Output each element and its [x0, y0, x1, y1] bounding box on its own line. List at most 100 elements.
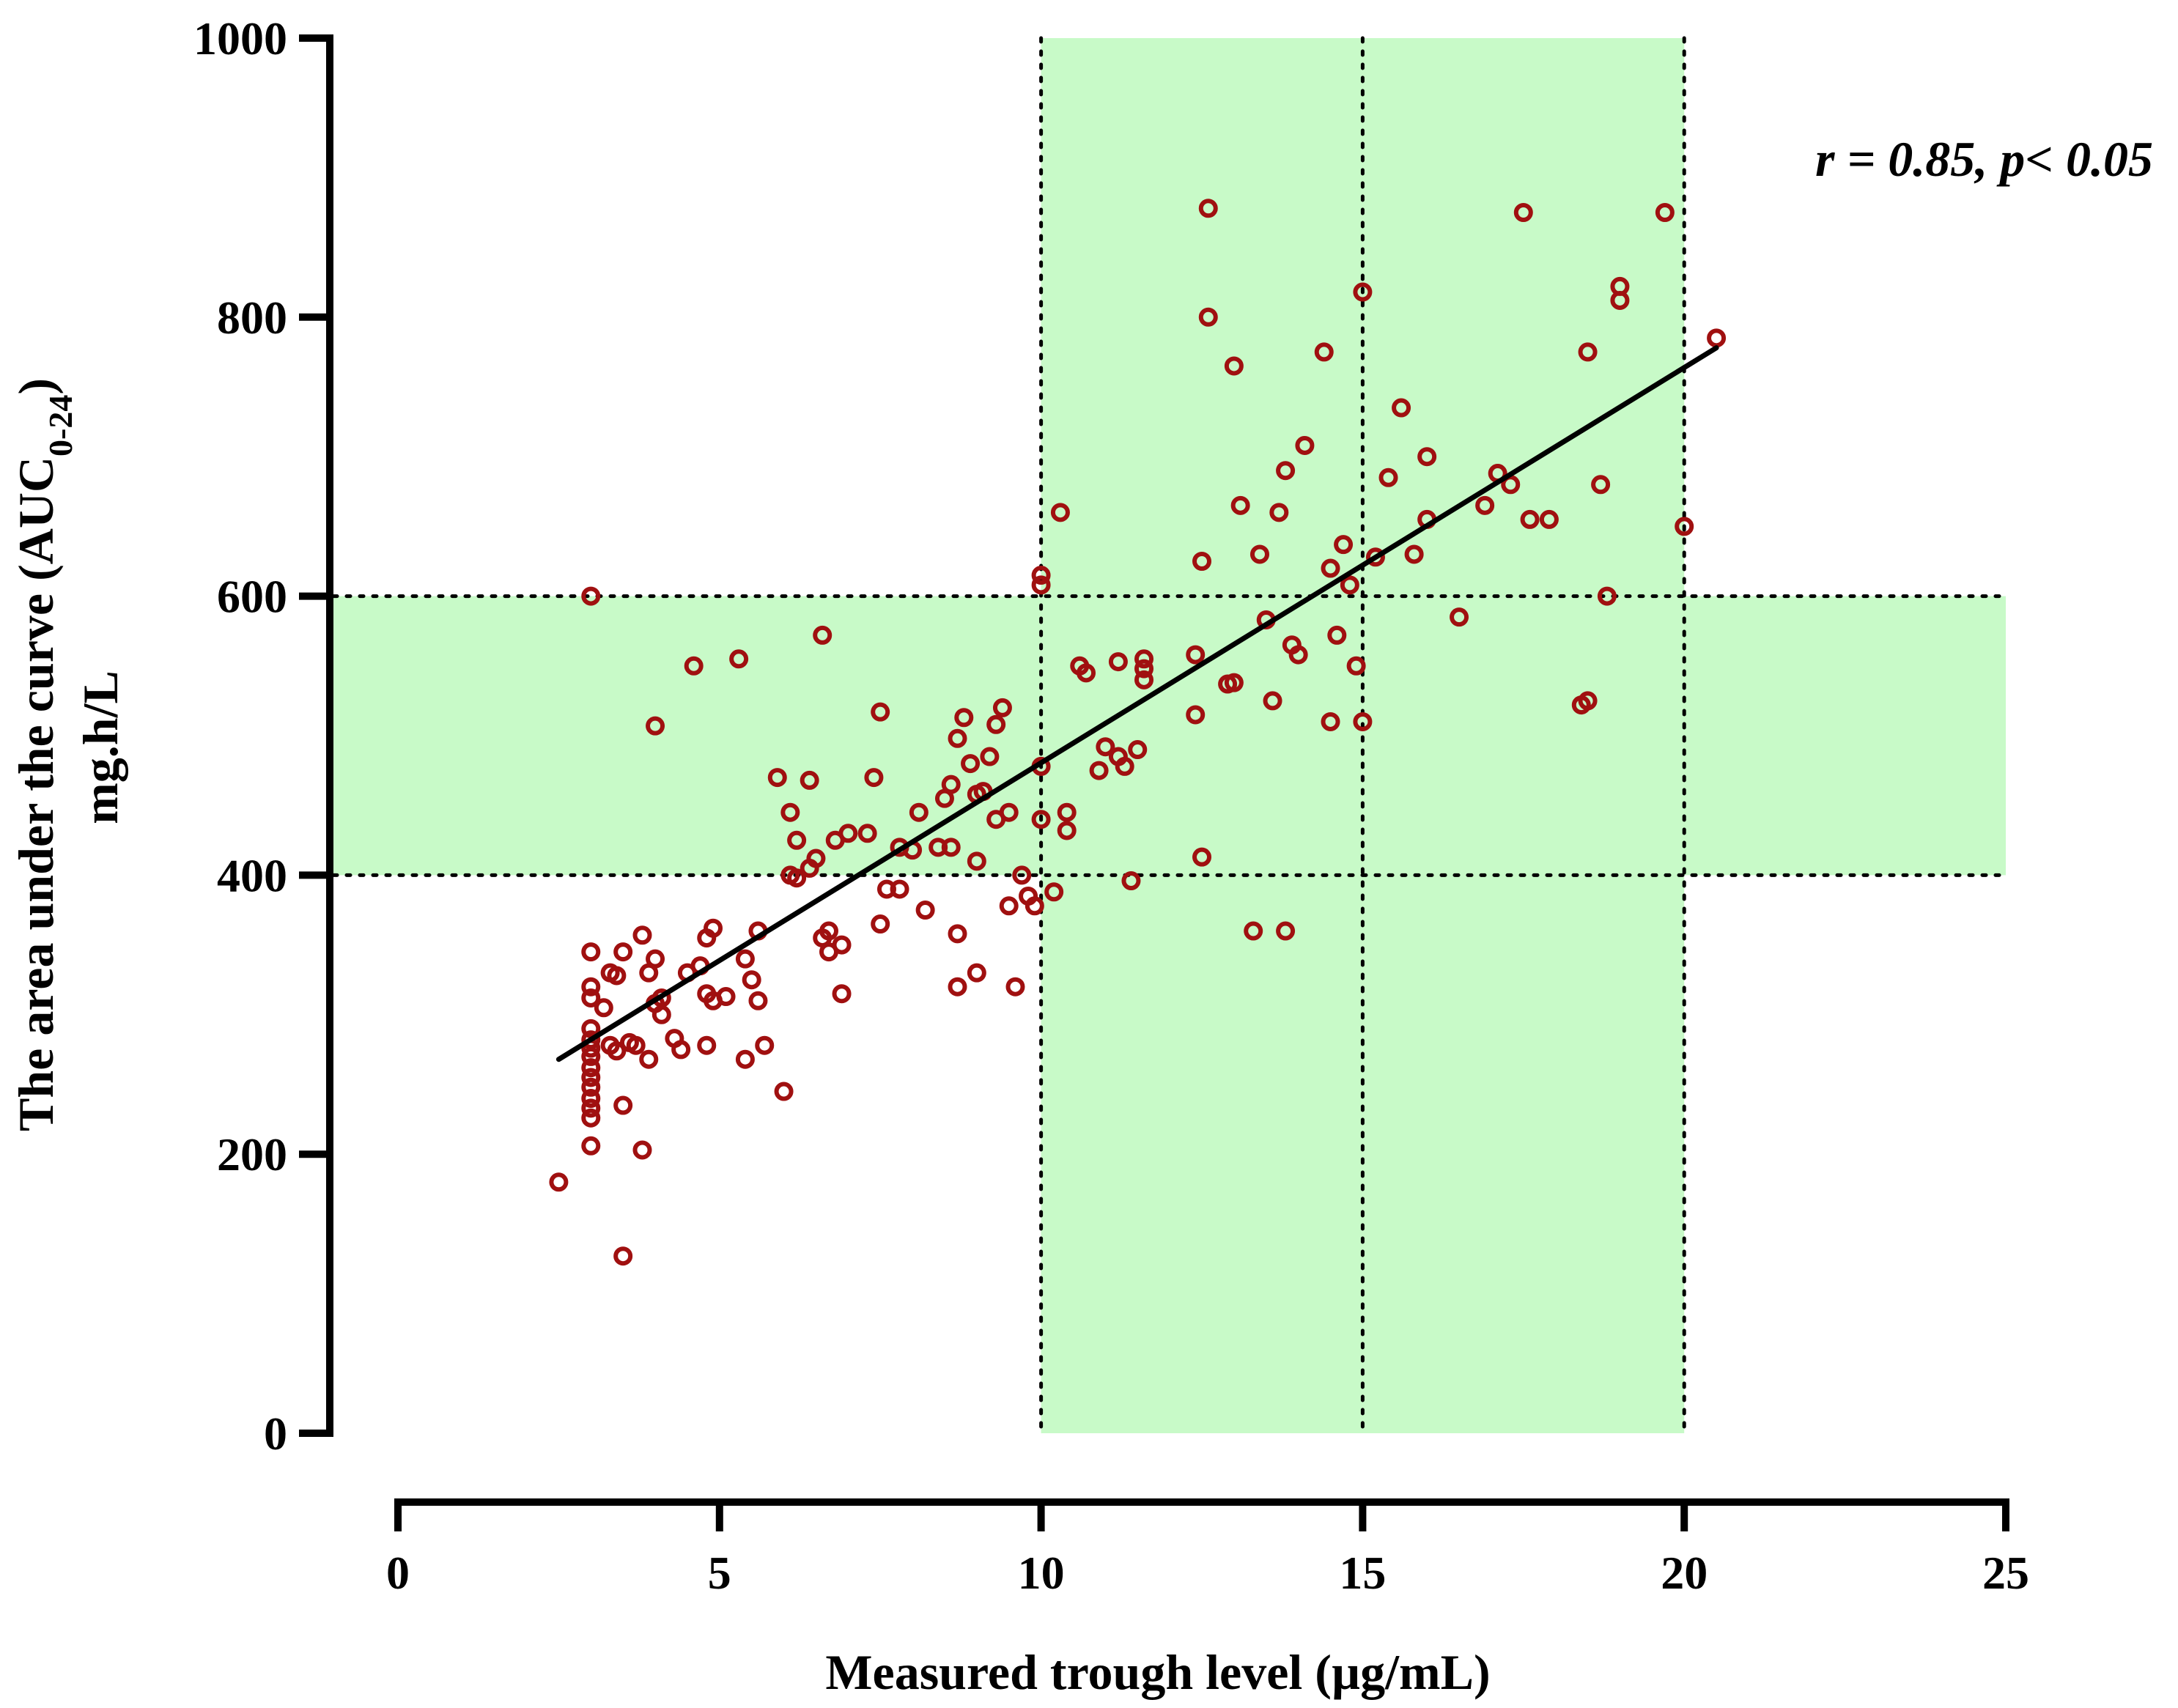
data-point: [729, 649, 749, 669]
y-tick-label: 800: [217, 292, 287, 344]
data-point: [1321, 558, 1340, 578]
data-point: [742, 970, 761, 990]
data-point: [1321, 711, 1340, 731]
data-point: [651, 1005, 671, 1024]
horizontal-target-band: [333, 596, 2006, 876]
data-point: [871, 914, 890, 934]
data-point: [581, 1058, 601, 1078]
data-point: [909, 802, 929, 822]
data-point: [581, 977, 601, 997]
data-point: [607, 966, 627, 986]
data-point: [819, 921, 838, 941]
data-point: [1346, 656, 1366, 676]
data-point: [948, 977, 967, 997]
data-point: [1707, 328, 1727, 348]
data-point: [915, 901, 935, 920]
data-point: [1263, 691, 1282, 711]
data-point: [954, 708, 974, 728]
data-point: [992, 698, 1012, 717]
data-point: [704, 918, 723, 938]
data-point: [1192, 847, 1211, 867]
data-point: [671, 1040, 691, 1060]
data-point: [767, 768, 787, 788]
data-point: [806, 849, 826, 868]
data-point: [1450, 607, 1469, 627]
data-point: [626, 1035, 646, 1055]
data-point: [1314, 342, 1334, 362]
data-point: [1031, 575, 1051, 595]
data-point: [581, 1077, 601, 1097]
data-point: [1353, 711, 1373, 731]
data-point: [581, 988, 601, 1008]
data-point: [755, 1035, 775, 1055]
x-tick-label: 20: [1661, 1547, 1708, 1599]
y-tick-label: 600: [217, 571, 287, 623]
data-point: [1539, 509, 1559, 529]
data-point: [1134, 649, 1154, 669]
data-point: [838, 824, 858, 843]
data-point: [774, 1082, 794, 1101]
x-axis-title: Measured trough level (µg/mL): [825, 1644, 1490, 1700]
data-point: [1475, 495, 1495, 515]
data-point: [594, 998, 613, 1018]
data-point: [1121, 871, 1141, 891]
data-point: [1276, 921, 1296, 941]
data-point: [632, 1140, 652, 1160]
y-axis-title-subscript: 0-24: [42, 395, 79, 456]
data-point: [1012, 865, 1032, 885]
data-point: [1096, 737, 1115, 757]
data-point: [748, 991, 768, 1010]
axes: [326, 34, 2009, 1506]
data-point: [1288, 645, 1308, 665]
data-point: [948, 924, 967, 944]
data-point: [1392, 398, 1411, 418]
data-point: [941, 774, 961, 794]
data-point: [832, 984, 852, 1004]
data-point: [581, 1089, 601, 1109]
x-ticks: 0 5 10 15 20 25: [386, 1502, 2029, 1599]
data-point: [1295, 435, 1315, 455]
data-point: [1417, 447, 1437, 467]
data-point: [986, 714, 1006, 734]
x-tick-label: 10: [1018, 1547, 1065, 1599]
data-point: [1230, 495, 1250, 515]
data-point: [980, 747, 1000, 766]
data-point: [961, 754, 981, 774]
data-point: [864, 768, 884, 788]
data-point: [1224, 673, 1244, 692]
y-axis-title-line1: The area under the curve (AUC0-24): [8, 378, 79, 1131]
data-point: [632, 925, 652, 945]
data-point: [1249, 544, 1269, 564]
data-point: [1327, 625, 1347, 645]
data-point: [581, 1018, 601, 1038]
x-tick-label: 5: [708, 1547, 731, 1599]
data-point: [1186, 645, 1206, 665]
data-point: [1378, 467, 1398, 487]
regression-line: [555, 345, 1719, 1062]
data-point: [735, 949, 755, 969]
data-point: [999, 802, 1019, 822]
data-point: [1610, 290, 1630, 310]
data-point: [1198, 199, 1218, 218]
data-point: [1365, 547, 1385, 567]
data-point: [1244, 921, 1263, 941]
data-point: [1057, 821, 1077, 840]
y-axis-title: The area under the curve (AUC0-24): [8, 378, 79, 1131]
data-point: [1005, 977, 1025, 997]
data-point: [581, 1098, 601, 1118]
data-point: [613, 1095, 633, 1115]
data-point: [1089, 761, 1109, 780]
data-point: [581, 1068, 601, 1087]
data-point: [581, 1046, 601, 1066]
data-point: [1334, 535, 1354, 555]
data-point: [1675, 517, 1694, 536]
correlation-annotation: r = 0.85, p< 0.05: [1815, 131, 2153, 187]
data-point: [1269, 503, 1289, 522]
data-point: [1655, 203, 1675, 222]
y-tick-label: 400: [217, 849, 287, 901]
y-axis-title-close: ): [8, 378, 64, 395]
x-tick-label: 25: [1982, 1547, 2029, 1599]
data-point: [1134, 670, 1154, 690]
data-point: [646, 949, 665, 969]
data-point: [948, 728, 967, 748]
